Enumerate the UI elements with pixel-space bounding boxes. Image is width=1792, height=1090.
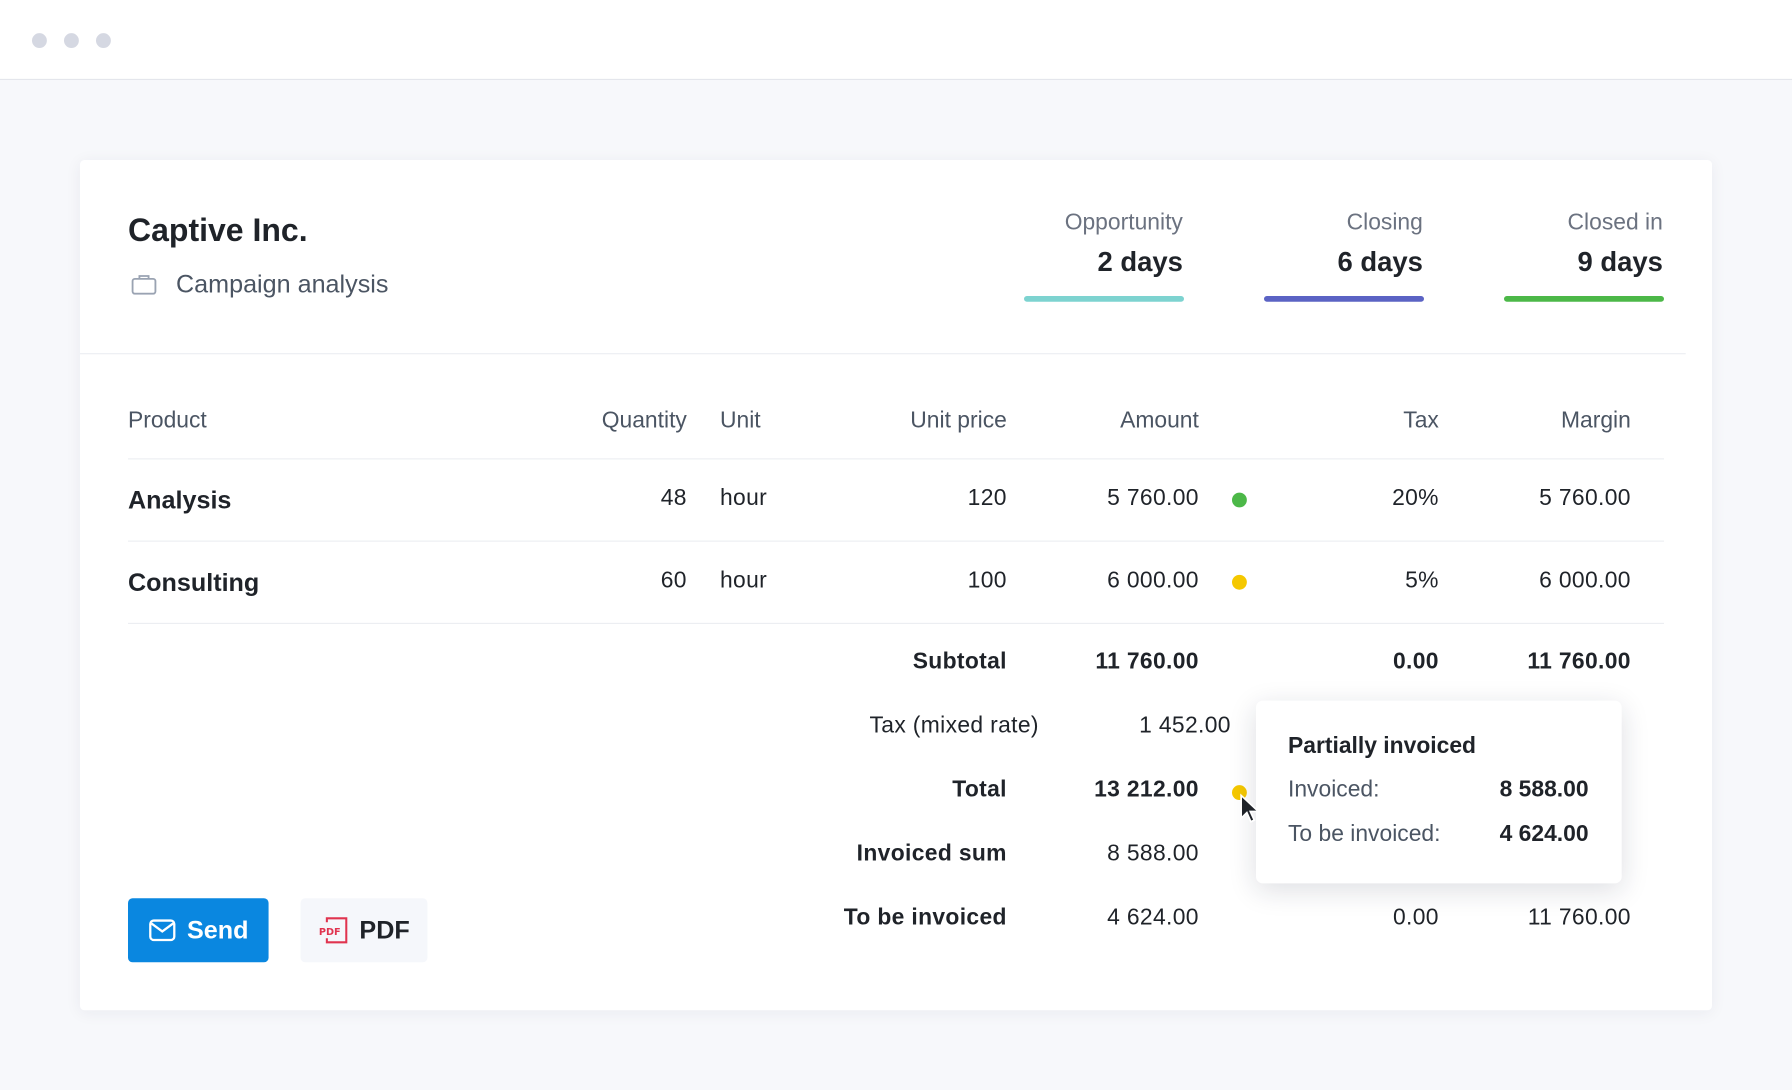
to-invoice-margin: 11 760.00	[1527, 905, 1631, 931]
tooltip-invoiced-value: 8 588.00	[1499, 777, 1589, 803]
status-dot-invoiced[interactable]	[1231, 492, 1247, 508]
stage-closed-value: 9 days	[1577, 246, 1663, 278]
window-minimize-button[interactable]	[63, 33, 79, 48]
unit-price: 100	[967, 567, 1007, 594]
briefcase-icon	[131, 275, 157, 295]
stage-closed-bar	[1503, 295, 1664, 302]
pdf-button[interactable]: PDF PDF	[300, 898, 428, 963]
company-name: Captive Inc.	[127, 212, 308, 248]
invoiced-amount: 8 588.00	[1107, 841, 1199, 867]
tooltip-to-invoice-value: 4 624.00	[1499, 821, 1589, 847]
stage-opportunity-value: 2 days	[1097, 246, 1183, 278]
tax-label: Tax (mixed rate)	[869, 713, 1039, 739]
window-titlebar	[0, 0, 1792, 80]
to-invoice-amount: 4 624.00	[1107, 905, 1199, 931]
quantity: 60	[660, 567, 687, 594]
row-divider	[127, 540, 1664, 542]
pdf-label: PDF	[359, 915, 410, 944]
tooltip-to-invoice-label: To be invoiced:	[1287, 821, 1441, 847]
pdf-icon: PDF	[318, 917, 347, 944]
quantity: 48	[660, 485, 687, 511]
subtotal-amount: 11 760.00	[1095, 649, 1199, 675]
total-label: Total	[952, 777, 1007, 803]
project-name: Campaign analysis	[175, 269, 389, 299]
unit-price: 120	[967, 485, 1007, 511]
total-amount: 13 212.00	[1094, 777, 1199, 803]
stage-closing-label: Closing	[1346, 210, 1423, 236]
subtotal-label: Subtotal	[912, 649, 1007, 675]
row-divider	[127, 622, 1664, 624]
stage-opportunity-label: Opportunity	[1064, 210, 1183, 236]
svg-text:PDF: PDF	[318, 927, 340, 938]
send-label: Send	[186, 915, 249, 944]
col-unit: Unit	[719, 407, 761, 434]
header-divider	[79, 353, 1686, 355]
col-tax: Tax	[1403, 407, 1439, 434]
col-quantity: Quantity	[601, 407, 687, 434]
tax: 5%	[1405, 567, 1439, 594]
invoice-status-tooltip: Partially invoiced Invoiced: 8 588.00 To…	[1255, 700, 1622, 884]
mouse-cursor-icon	[1240, 793, 1261, 823]
col-unit-price: Unit price	[910, 407, 1007, 434]
tooltip-invoiced-label: Invoiced:	[1287, 777, 1380, 803]
stage-closing-bar	[1263, 295, 1424, 302]
col-margin: Margin	[1560, 407, 1631, 434]
tax: 20%	[1392, 485, 1439, 511]
tooltip-title: Partially invoiced	[1287, 733, 1477, 759]
status-dot-partial[interactable]	[1231, 574, 1247, 590]
col-amount: Amount	[1120, 407, 1199, 434]
col-product: Product	[127, 407, 207, 434]
invoiced-label: Invoiced sum	[856, 841, 1007, 867]
window-close-button[interactable]	[31, 33, 47, 48]
mail-icon	[148, 919, 175, 942]
amount: 5 760.00	[1107, 485, 1199, 511]
stage-opportunity-bar	[1023, 295, 1184, 302]
product-name: Consulting	[127, 567, 260, 597]
subtotal-tax: 0.00	[1392, 649, 1439, 675]
to-invoice-label: To be invoiced	[843, 905, 1007, 931]
stage-closed-label: Closed in	[1567, 210, 1663, 236]
unit: hour	[719, 567, 768, 594]
row-divider	[127, 458, 1664, 460]
product-name: Analysis	[127, 485, 232, 515]
send-button[interactable]: Send	[127, 898, 269, 963]
window-maximize-button[interactable]	[95, 33, 111, 48]
unit: hour	[719, 485, 768, 511]
margin: 5 760.00	[1539, 485, 1631, 511]
to-invoice-tax: 0.00	[1392, 905, 1439, 931]
stage-closing-value: 6 days	[1337, 246, 1423, 278]
margin: 6 000.00	[1539, 567, 1631, 594]
tax-amount: 1 452.00	[1139, 713, 1231, 739]
subtotal-margin: 11 760.00	[1527, 649, 1631, 675]
amount: 6 000.00	[1107, 567, 1199, 594]
